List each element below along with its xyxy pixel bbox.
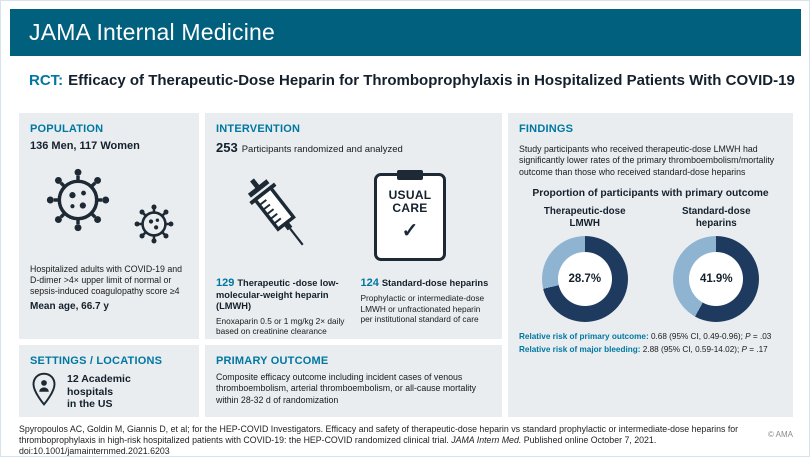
chart-col-standard: Standard-dose heparins 41.9% — [651, 206, 783, 323]
findings-summary: Study participants who received therapeu… — [519, 143, 775, 177]
rr-primary-p-value: = .03 — [750, 332, 772, 342]
clipboard-clip — [397, 169, 423, 180]
arm1-n: 129 — [216, 276, 235, 289]
usual-care-label: USUAL CARE — [388, 187, 432, 216]
population-panel: POPULATION 136 Men, 117 Women — [19, 113, 199, 339]
journal-header: JAMA Internal Medicine — [10, 9, 801, 56]
findings-heading: FINDINGS — [519, 123, 574, 135]
citation-text: Spyropoulos AC, Goldin M, Giannis D, et … — [19, 424, 739, 445]
citation: Spyropoulos AC, Goldin M, Giannis D, et … — [19, 424, 761, 456]
intervention-heading: INTERVENTION — [216, 123, 301, 135]
donut-label-therapeutic: Therapeutic-dose LMWH — [543, 206, 626, 229]
primary-outcome-panel: PRIMARY OUTCOME Composite efficacy outco… — [205, 345, 502, 417]
intervention-total-n: 253 — [216, 140, 238, 155]
chart-col-therapeutic: Therapeutic-dose LMWH 28.7% — [519, 206, 651, 323]
findings-panel: FINDINGS Study participants who received… — [508, 113, 793, 417]
donut-chart-standard: 41.9% — [673, 236, 760, 323]
relative-risk-primary: Relative risk of primary outcome: 0.68 (… — [519, 332, 782, 341]
rr-bleeding-label: Relative risk of major bleeding: — [519, 345, 641, 355]
check-icon: ✓ — [401, 220, 419, 243]
arm2-title: Standard-dose heparins — [381, 277, 489, 288]
usual-care-clipboard-icon: USUAL CARE ✓ — [374, 169, 446, 261]
virus-icon-small — [134, 204, 174, 244]
rr-bleeding-p-value: = .17 — [747, 345, 768, 355]
arm1-title: Therapeutic -dose low-molecular-weight h… — [216, 277, 339, 312]
journal-title: JAMA Internal Medicine — [29, 19, 276, 45]
rr-bleeding-value: 2.88 (95% CI, 0.59-14.02); — [640, 345, 742, 355]
intervention-panel: INTERVENTION 253 Participants randomized … — [205, 113, 502, 339]
settings-heading: SETTINGS / LOCATIONS — [30, 355, 163, 367]
arm-standard: 124 Standard-dose heparins Prophylactic o… — [361, 277, 492, 337]
rr-primary-label: Relative risk of primary outcome: — [519, 332, 649, 342]
intervention-total-text: Participants randomized and analyzed — [241, 144, 403, 155]
virus-icon — [46, 168, 110, 232]
rr-primary-value: 0.68 (95% CI, 0.49-0.96); — [648, 332, 746, 342]
location-pin-icon — [32, 372, 56, 406]
study-type-tag: RCT: — [29, 72, 64, 89]
arm2-n: 124 — [360, 276, 379, 289]
primary-outcome-heading: PRIMARY OUTCOME — [216, 355, 329, 367]
settings-text: 12 Academic hospitals in the US — [67, 373, 131, 411]
intervention-total: 253 Participants randomized and analyzed — [216, 140, 491, 155]
relative-risk-bleeding: Relative risk of major bleeding: 2.88 (9… — [519, 345, 782, 354]
study-title-text: Efficacy of Therapeutic-Dose Heparin for… — [68, 72, 795, 89]
population-heading: POPULATION — [30, 123, 104, 135]
syringe-icon — [247, 177, 304, 245]
donut-charts: Therapeutic-dose LMWH 28.7% Standard-dos… — [519, 206, 783, 323]
rr-bleeding-p: P — [741, 345, 747, 355]
population-demographics: 136 Men, 117 Women — [30, 140, 140, 152]
rr-primary-p: P — [745, 332, 751, 342]
arm1-description: Enoxaparin 0.5 or 1 mg/kg 2× daily based… — [216, 315, 345, 337]
copyright: © AMA — [767, 430, 793, 439]
donut-value-standard: 41.9% — [699, 273, 733, 286]
study-title: RCT: Efficacy of Therapeutic-Dose Heparin… — [29, 72, 799, 89]
citation-journal: JAMA Intern Med. — [451, 434, 522, 445]
donut-value-therapeutic: 28.7% — [568, 273, 602, 286]
chart-title: Proportion of participants with primary … — [532, 188, 769, 200]
primary-outcome-text: Composite efficacy outcome including inc… — [216, 372, 477, 405]
population-description: Hospitalized adults with COVID-19 and D-… — [30, 264, 183, 296]
citation-tail: Published online October 7, 2021. doi:10… — [19, 434, 657, 456]
donut-label-standard: Standard-dose heparins — [681, 206, 751, 229]
arm-therapeutic: 129 Therapeutic -dose low-molecular-weigh… — [216, 277, 347, 337]
donut-chart-therapeutic: 28.7% — [541, 236, 628, 323]
intervention-icons: USUAL CARE ✓ — [232, 165, 491, 269]
virus-icons — [30, 156, 188, 262]
arm2-description: Prophylactic or intermediate-dose LMWH o… — [360, 292, 485, 325]
population-mean-age: Mean age, 66.7 y — [30, 300, 109, 312]
settings-panel: SETTINGS / LOCATIONS 12 Academic hospita… — [19, 345, 199, 417]
